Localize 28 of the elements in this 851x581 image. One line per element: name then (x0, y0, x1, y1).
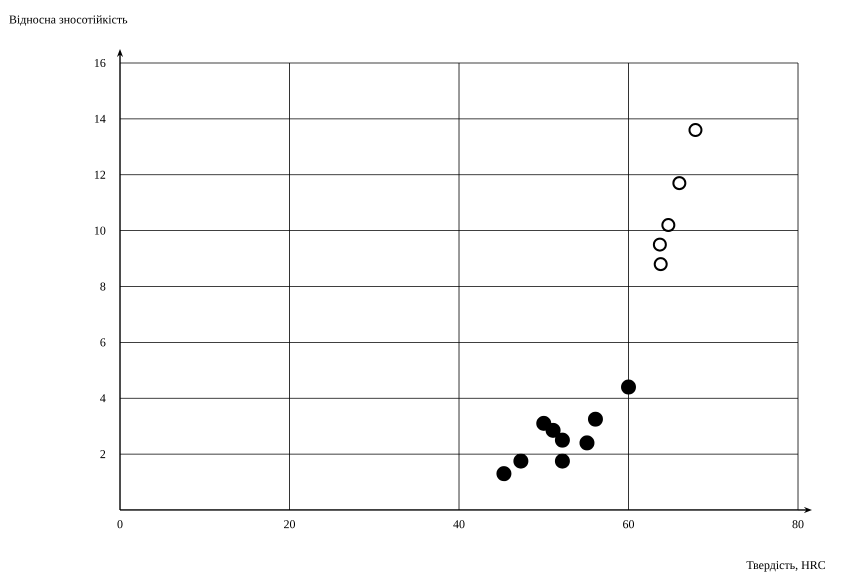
point (621, 380, 636, 395)
x-tick-label: 80 (792, 520, 804, 528)
y-tick-label: 8 (100, 282, 106, 291)
point (661, 218, 676, 232)
x-tick-label: 20 (284, 520, 296, 528)
point (588, 412, 603, 427)
x-axis-title: Твердість, HRC (746, 561, 826, 572)
point (688, 123, 702, 138)
point (672, 176, 686, 190)
point (579, 435, 594, 450)
y-tick-label: 12 (94, 170, 106, 179)
point (496, 466, 512, 482)
y-tick-label: 16 (94, 58, 106, 67)
y-tick-label: 2 (100, 450, 106, 458)
point (652, 238, 667, 252)
y-tick-label: 14 (94, 114, 106, 123)
point (513, 454, 528, 469)
x-tick-label: 60 (623, 520, 634, 528)
y-axis-title: Відносна зносотійкість (9, 15, 128, 26)
point (554, 432, 570, 448)
point (546, 422, 561, 438)
point (654, 257, 668, 272)
x-tick-label: 0 (117, 520, 123, 528)
y-tick-label: 10 (94, 226, 106, 235)
x-tick-label: 40 (453, 520, 465, 528)
y-tick-label: 6 (100, 338, 106, 346)
point (554, 454, 570, 469)
y-tick-label: 4 (100, 394, 106, 402)
